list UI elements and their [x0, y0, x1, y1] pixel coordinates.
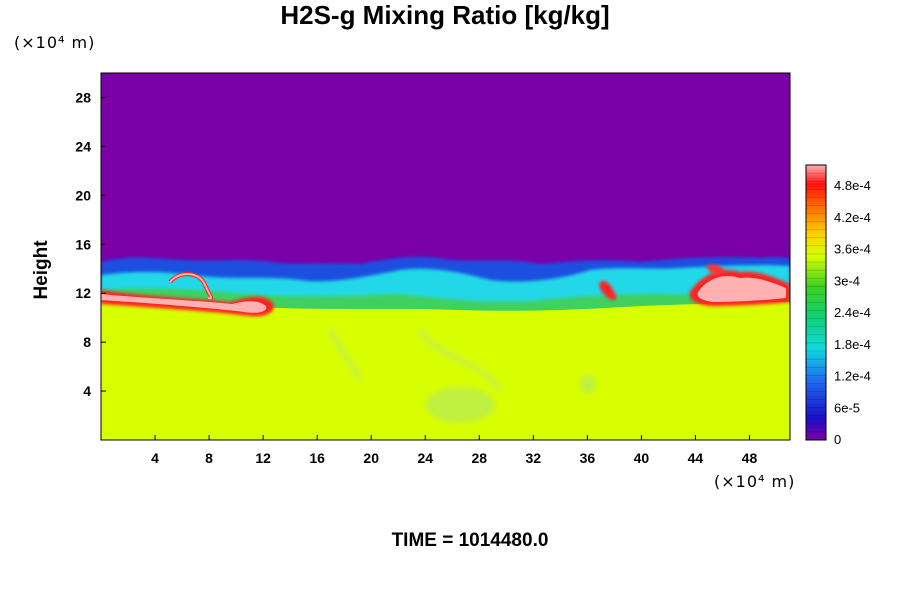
chart-title: H2S-g Mixing Ratio [kg/kg] — [280, 0, 610, 30]
y-tick-label-20: 20 — [75, 187, 91, 203]
colorbar-tick-label-4: 2.4e-4 — [834, 305, 871, 320]
colorbar-tick-label-8: 4.8e-4 — [834, 178, 871, 193]
colorbar-tick-label-3: 1.8e-4 — [834, 337, 871, 352]
lower-eddy-3 — [327, 328, 503, 392]
x-tick-label-40: 40 — [634, 450, 650, 466]
x-tick-label-44: 44 — [688, 450, 704, 466]
y-ticks: 4 8 12 16 20 24 28 — [75, 89, 106, 399]
y-tick-label-28: 28 — [75, 89, 91, 105]
colorbar-ticks: 0 6e-5 1.2e-4 1.8e-4 2.4e-4 3e-4 3.6e-4 4.2e-4 4… — [806, 164, 871, 447]
x-tick-label-32: 32 — [526, 450, 542, 466]
x-tick-label-36: 36 — [580, 450, 596, 466]
x-tick-label-4: 4 — [151, 450, 159, 466]
y-axis-unit: (×10⁴ m) — [14, 33, 96, 52]
pocket-left-pink — [101, 294, 267, 313]
lower-layer — [101, 302, 790, 440]
colorbar-tick-label-0: 0 — [834, 432, 841, 447]
x-tick-label-24: 24 — [417, 450, 433, 466]
colorbar-tick-label-5: 3e-4 — [834, 273, 860, 288]
x-tick-label-20: 20 — [363, 450, 379, 466]
x-ticks: 4 8 12 16 20 24 28 32 36 40 44 48 — [151, 435, 757, 466]
pocket-loop-inner — [169, 273, 212, 300]
colorbar-gradient — [805, 164, 827, 441]
x-tick-label-28: 28 — [471, 450, 487, 466]
colorbar-tick-label-1: 6e-5 — [834, 400, 860, 415]
pocket-right-pink — [697, 275, 786, 302]
y-tick-label-8: 8 — [83, 334, 91, 350]
y-tick-label-4: 4 — [83, 383, 91, 399]
y-tick-label-12: 12 — [75, 285, 91, 301]
colorbar: 0 6e-5 1.2e-4 1.8e-4 2.4e-4 3e-4 3.6e-4 4.2e-4 4… — [805, 164, 871, 447]
x-axis-unit: (×10⁴ m) — [714, 472, 796, 491]
colorbar-tick-label-7: 4.2e-4 — [834, 210, 871, 225]
lower-eddy-2 — [580, 374, 596, 394]
colorbar-tick-label-6: 3.6e-4 — [834, 242, 871, 257]
y-tick-label-16: 16 — [75, 236, 91, 252]
x-tick-label-16: 16 — [309, 450, 325, 466]
time-label: TIME = 1014480.0 — [391, 530, 549, 551]
plot-frame — [100, 72, 791, 441]
y-tick-label-24: 24 — [75, 138, 91, 154]
pocket-mid-red — [599, 280, 617, 300]
lower-eddy-1 — [425, 387, 495, 423]
colorbar-tick-label-2: 1.2e-4 — [834, 369, 871, 384]
x-tick-label-8: 8 — [205, 450, 213, 466]
heatmap-field — [101, 73, 790, 440]
pocket-mid-red-2 — [706, 264, 726, 275]
x-tick-label-12: 12 — [255, 450, 271, 466]
x-tick-label-48: 48 — [742, 450, 758, 466]
